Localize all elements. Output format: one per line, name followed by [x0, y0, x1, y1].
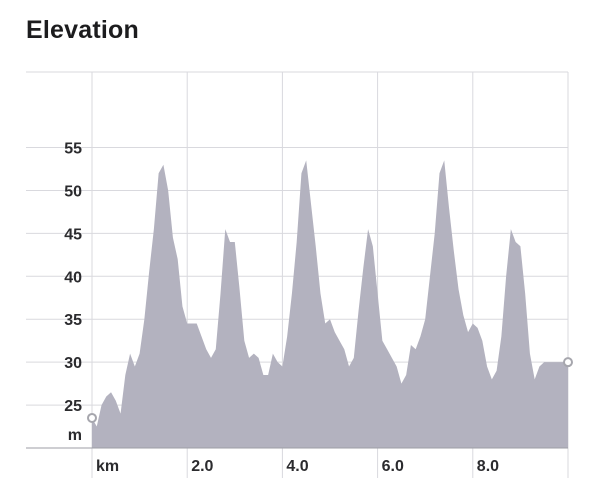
y-tick-label: 35: [64, 312, 82, 329]
x-tick-label: 6.0: [382, 458, 404, 475]
elevation-area: [92, 160, 568, 448]
y-tick-label: 45: [64, 226, 82, 243]
y-tick-label: 30: [64, 355, 82, 372]
x-tick-label: 8.0: [477, 458, 499, 475]
tick-labels: 25 30 35 40 45 50 55 mkm 2.0 4.0 6.0 8.0: [64, 141, 499, 475]
x-axis-unit-label: km: [96, 458, 119, 475]
y-tick-label: 50: [64, 183, 82, 200]
x-tick-label: 4.0: [286, 458, 308, 475]
end-marker: [563, 357, 573, 368]
x-tick-label: 2.0: [191, 458, 213, 475]
y-tick-label: 40: [64, 269, 82, 286]
y-axis-unit-label: m: [68, 427, 82, 444]
y-tick-label: 55: [64, 141, 82, 158]
chart-title: Elevation: [26, 16, 139, 44]
endpoint-markers: [87, 357, 573, 423]
start-marker: [87, 412, 97, 423]
area-layer: [92, 160, 568, 448]
y-tick-label: 25: [64, 398, 82, 415]
